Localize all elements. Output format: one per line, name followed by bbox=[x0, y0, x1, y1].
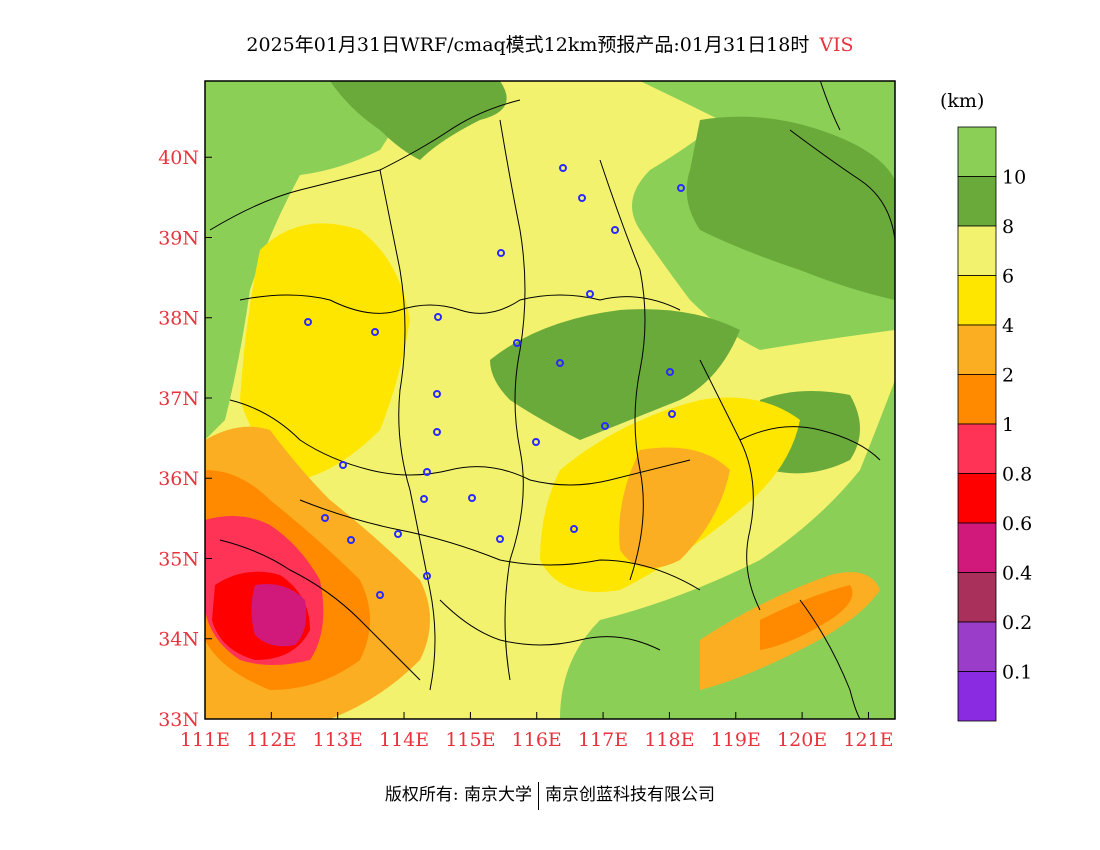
colorbar-segment bbox=[957, 473, 997, 524]
vis-8km-area-north bbox=[330, 81, 507, 160]
lon-tick-label: 112E bbox=[246, 729, 296, 751]
boundary-lines bbox=[209, 81, 895, 719]
colorbar: 10 8 6 4 2 1 0.8 0.6 0.4 0.2 0.1 bbox=[957, 126, 1032, 722]
colorbar-segment bbox=[957, 324, 997, 375]
footer-left: 版权所有: 南京大学 bbox=[384, 785, 533, 805]
colorbar-label: 8 bbox=[1002, 216, 1014, 238]
colorbar-label: 2 bbox=[1002, 365, 1014, 387]
city-marker bbox=[304, 318, 312, 326]
lon-tick-label: 120E bbox=[777, 729, 827, 751]
vis-4km-area-west bbox=[240, 223, 410, 481]
colorbar-segment bbox=[957, 275, 997, 326]
city-marker bbox=[668, 410, 676, 418]
colorbar-label: 0.1 bbox=[1002, 662, 1032, 684]
colorbar-segment bbox=[957, 126, 997, 177]
colorbar-segment bbox=[957, 225, 997, 276]
footer-separator bbox=[538, 781, 540, 810]
city-marker bbox=[420, 495, 428, 503]
lon-tick-label: 117E bbox=[578, 729, 628, 751]
colorbar-segment bbox=[957, 374, 997, 425]
vis-8km-area-northeast bbox=[686, 116, 895, 301]
city-marker bbox=[423, 572, 431, 580]
lon-tick-label: 111E bbox=[180, 729, 230, 751]
city-marker bbox=[423, 468, 431, 476]
colorbar-label: 0.8 bbox=[1002, 464, 1032, 486]
city-marker bbox=[347, 536, 355, 544]
title-text: 2025年01月31日WRF/cmaq模式12km预报产品:01月31日18时 bbox=[246, 34, 810, 56]
city-marker bbox=[496, 535, 504, 543]
city-marker bbox=[468, 494, 476, 502]
colorbar-segment bbox=[957, 176, 997, 227]
lon-tick-label: 114E bbox=[379, 729, 429, 751]
city-marker bbox=[339, 461, 347, 469]
lon-tick-label: 116E bbox=[512, 729, 562, 751]
colorbar-label: 0.6 bbox=[1002, 513, 1032, 535]
city-marker bbox=[677, 184, 685, 192]
lat-tick-label: 38N bbox=[158, 308, 199, 330]
city-marker bbox=[586, 290, 594, 298]
lon-tick-label: 119E bbox=[711, 729, 761, 751]
copyright-footer: 版权所有: 南京大学 南京创蓝科技有限公司 bbox=[0, 780, 1100, 810]
variable-label: VIS bbox=[819, 34, 854, 56]
city-marker bbox=[559, 164, 567, 172]
colorbar-label: 6 bbox=[1002, 266, 1014, 288]
lon-tick-label: 121E bbox=[843, 729, 893, 751]
city-marker bbox=[497, 249, 505, 257]
vis-1km-area-coast bbox=[760, 585, 853, 650]
map-axes: 111E 112E 113E 114E 115E 116E 117E 118E 119E 120E… bbox=[158, 147, 893, 751]
city-marker bbox=[611, 226, 619, 234]
city-markers bbox=[304, 164, 685, 599]
lat-tick-label: 39N bbox=[158, 227, 199, 249]
lat-tick-label: 36N bbox=[158, 468, 199, 490]
city-marker bbox=[532, 438, 540, 446]
colorbar-unit: (km) bbox=[940, 90, 985, 112]
city-marker bbox=[394, 530, 402, 538]
chart-title: 2025年01月31日WRF/cmaq模式12km预报产品:01月31日18时 V… bbox=[0, 30, 1100, 57]
vis-10km-area-west bbox=[205, 81, 420, 440]
colorbar-segment bbox=[957, 423, 997, 474]
lat-tick-label: 33N bbox=[158, 709, 199, 731]
lat-tick-label: 40N bbox=[158, 147, 199, 169]
colorbar-segment bbox=[957, 671, 997, 722]
colorbar-segment bbox=[957, 522, 997, 573]
colorbar-label: 1 bbox=[1002, 414, 1014, 436]
city-marker bbox=[376, 591, 384, 599]
map-frame bbox=[204, 80, 896, 720]
city-marker bbox=[321, 514, 329, 522]
lat-tick-label: 37N bbox=[158, 388, 199, 410]
colorbar-label: 10 bbox=[1002, 167, 1026, 189]
city-marker bbox=[556, 359, 564, 367]
city-marker bbox=[434, 313, 442, 321]
colorbar-label: 0.2 bbox=[1002, 612, 1032, 634]
city-marker bbox=[513, 339, 521, 347]
lat-tick-label: 35N bbox=[158, 548, 199, 570]
lon-tick-label: 113E bbox=[313, 729, 363, 751]
colorbar-label: 0.4 bbox=[1002, 563, 1032, 585]
city-marker bbox=[570, 525, 578, 533]
vis-0.4km-area bbox=[251, 584, 307, 647]
footer-right: 南京创蓝科技有限公司 bbox=[545, 785, 716, 805]
city-marker bbox=[433, 390, 441, 398]
city-marker bbox=[371, 328, 379, 336]
city-marker bbox=[433, 428, 441, 436]
city-marker bbox=[578, 194, 586, 202]
colorbar-segment bbox=[957, 572, 997, 623]
vis-8km-area-central bbox=[490, 309, 740, 440]
colorbar-label: 4 bbox=[1002, 315, 1014, 337]
lat-tick-label: 34N bbox=[158, 629, 199, 651]
vis-2km-area-east bbox=[619, 447, 730, 568]
lon-tick-label: 118E bbox=[644, 729, 694, 751]
visibility-field bbox=[205, 81, 895, 719]
city-marker bbox=[666, 368, 674, 376]
colorbar-segment bbox=[957, 621, 997, 672]
lon-tick-label: 115E bbox=[445, 729, 495, 751]
city-marker bbox=[601, 422, 609, 430]
